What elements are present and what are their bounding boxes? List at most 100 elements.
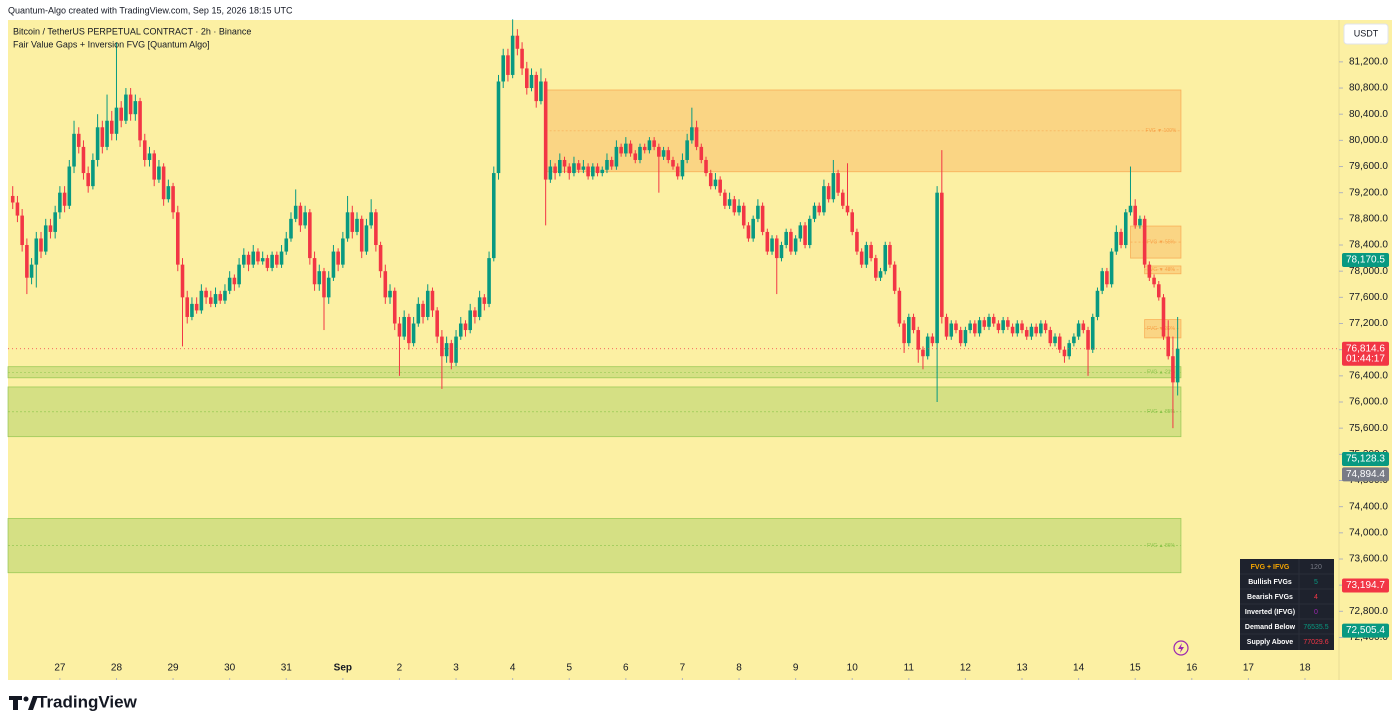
y-tick-label: 73,600.0: [1349, 554, 1388, 565]
candle-body: [916, 330, 921, 350]
candle-body: [869, 245, 873, 259]
candle-body: [572, 163, 576, 174]
candle-body: [506, 55, 510, 75]
candle-body: [680, 159, 685, 177]
table-value: 0: [1314, 609, 1318, 616]
fvg-label: FVG ▼ 55%: [1147, 239, 1176, 245]
candle-body: [284, 238, 289, 252]
candle-body: [444, 343, 449, 357]
candle-body: [454, 336, 458, 363]
candle-body: [609, 159, 614, 167]
candle-body: [996, 323, 1001, 331]
candle-body: [463, 323, 468, 331]
fvg-label: FVG ▲ 85%: [1147, 409, 1176, 415]
candle-body: [223, 290, 227, 301]
candle-body: [341, 238, 345, 265]
y-tick-label: 79,200.0: [1349, 187, 1388, 198]
candle-body: [1142, 218, 1147, 265]
candle-body: [1105, 271, 1109, 285]
candle-body: [798, 225, 803, 239]
candle-body: [72, 133, 76, 167]
candle-body: [624, 143, 628, 154]
candle-body: [774, 238, 779, 259]
price-marker-label: 72,505.4: [1346, 625, 1385, 636]
candle-body: [166, 186, 171, 200]
candle-body: [194, 303, 199, 311]
price-marker: [1342, 623, 1389, 638]
candle-body: [369, 212, 373, 226]
candle-body: [359, 218, 364, 252]
candle-body: [336, 251, 340, 265]
fvg-label: FVG ▼ 48%: [1147, 267, 1176, 273]
x-tick-label: 14: [1073, 663, 1085, 674]
price-marker: [1342, 341, 1389, 366]
candle-body: [973, 323, 977, 334]
candle-body: [67, 166, 72, 206]
candle-body: [779, 245, 784, 259]
x-tick-label: 5: [566, 663, 572, 674]
candle-body: [987, 316, 991, 327]
x-tick-label: 9: [793, 663, 799, 674]
candle-body: [661, 150, 666, 157]
candle-body: [1109, 251, 1114, 285]
candle-body: [1076, 323, 1081, 337]
candle-body: [397, 323, 402, 337]
candle-body: [850, 212, 855, 232]
table: FVG + IFVG 120 Bullish FVGs 5 Bearish FVGs…: [1240, 559, 1334, 650]
alert-icon[interactable]: [1173, 640, 1189, 656]
table-value: 5: [1314, 579, 1318, 586]
candle-body: [147, 153, 152, 160]
candle-body: [138, 101, 142, 141]
candle-body: [232, 277, 237, 285]
candle-body: [246, 254, 251, 265]
candle-body: [765, 231, 770, 252]
currency[interactable]: USDT: [1354, 28, 1379, 38]
candle-body: [58, 192, 62, 213]
candle-body: [963, 330, 968, 344]
candle-body: [1081, 323, 1086, 331]
attribution: Quantum-Algo created with TradingView.co…: [8, 5, 293, 15]
candle-body: [161, 166, 166, 200]
x-tick-label: 31: [281, 663, 293, 674]
candle-body: [595, 166, 600, 174]
candle-body: [977, 320, 982, 334]
x-tick-label: 10: [847, 663, 859, 674]
candle-body: [647, 140, 652, 151]
zones: FVG ▼ 100% FVG ▼ 55% FVG ▼ 48% FVG ▼ 30% FVG…: [7, 89, 1182, 574]
candle-body: [491, 173, 496, 259]
candle-body: [1034, 326, 1038, 334]
candle-body: [477, 297, 482, 317]
candle-body: [128, 94, 133, 115]
x-tick-label: 29: [168, 663, 180, 674]
price-marker: [1342, 467, 1389, 482]
candle-body: [520, 48, 524, 69]
currency-box[interactable]: [1343, 23, 1389, 45]
candle-body: [62, 192, 67, 206]
y-tick-label: 72,800.0: [1349, 606, 1388, 617]
candle-body: [1152, 277, 1156, 285]
candle-body: [619, 146, 623, 154]
table-label: Bullish FVGs: [1248, 579, 1292, 586]
candle-body: [789, 231, 793, 252]
candle-body: [718, 179, 722, 193]
candle-body: [1171, 356, 1175, 383]
candle-body: [883, 245, 888, 272]
candle-body: [392, 290, 397, 324]
y-tick-label: 76,400.0: [1349, 370, 1388, 381]
candle-body: [350, 212, 355, 232]
x-tick-label: 13: [1016, 663, 1028, 674]
candle-body: [326, 277, 331, 298]
candles: [10, 19, 1180, 429]
candle-body: [152, 153, 156, 180]
candle-body: [251, 251, 256, 265]
candle-body: [1123, 212, 1128, 246]
candle-body: [34, 238, 39, 265]
tradingview-logo: TradingView: [9, 692, 138, 711]
candle-body: [529, 74, 534, 89]
candle-body: [275, 254, 279, 265]
table-label: Demand Below: [1245, 624, 1296, 631]
chart-title: Bitcoin / TetherUS PERPETUAL CONTRACT · …: [13, 26, 251, 36]
candle-body: [411, 323, 416, 344]
alert-bolt: [1178, 643, 1184, 653]
y-tick-label: 75,600.0: [1349, 423, 1388, 434]
